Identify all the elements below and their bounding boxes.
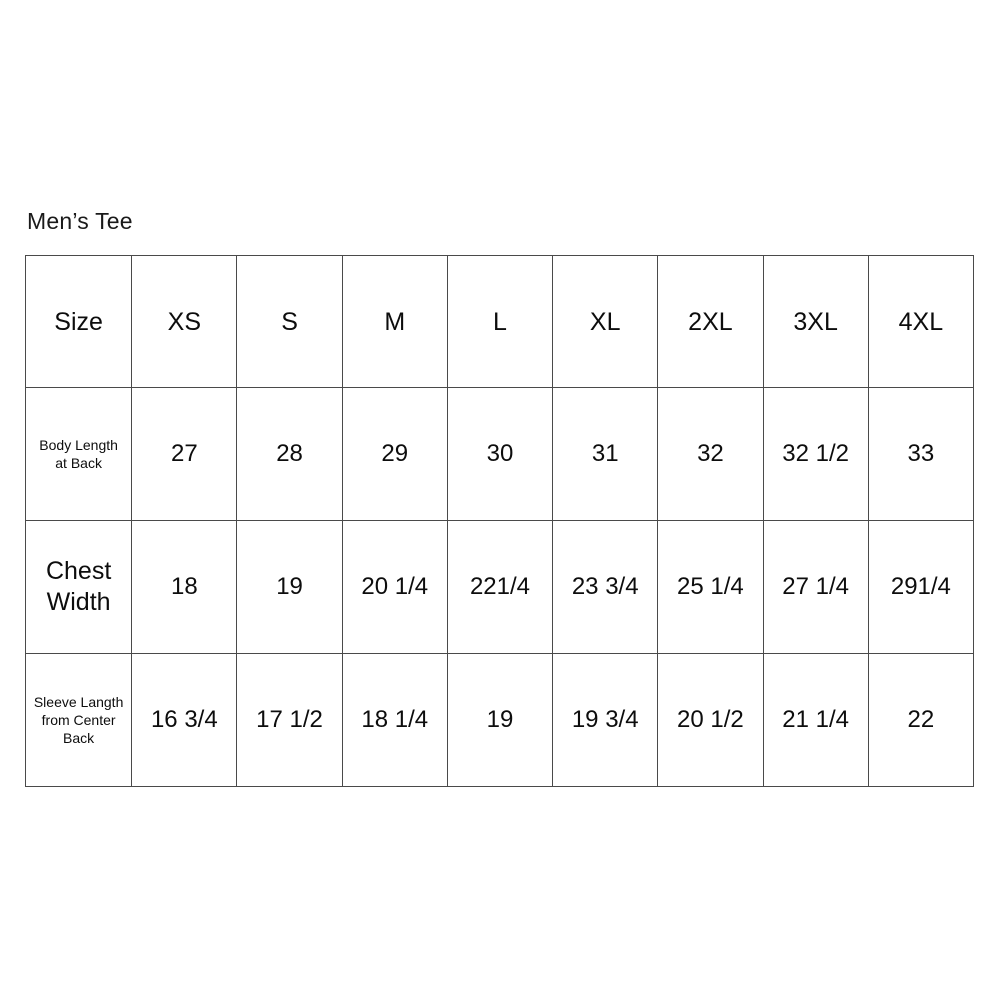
cell-body-length-4xl: 33 [867,387,975,521]
row-label-sleeve-length: Sleeve Langth from Center Back [24,653,133,787]
cell-chest-width-xl: 23 3/4 [552,520,659,654]
table-header-row: Size XS S M L XL 2XL 3XL 4XL [24,255,975,388]
header-cell-s: S [236,255,343,388]
table-row: Sleeve Langth from Center Back 16 3/4 17… [24,653,975,787]
cell-body-length-l: 30 [446,387,554,521]
cell-body-length-xl: 31 [552,387,659,521]
row-label-line: at Back [55,455,102,471]
cell-sleeve-length-l: 19 [446,653,554,787]
table-row: Body Length at Back 27 28 29 30 31 32 32… [24,387,975,521]
header-cell-size: Size [24,255,133,388]
row-label-body-length: Body Length at Back [24,387,133,521]
header-cell-3xl: 3XL [762,255,869,388]
cell-chest-width-m: 20 1/4 [341,520,448,654]
row-label-line: Chest [45,557,112,585]
row-label-chest-width: Chest Width [24,520,133,654]
size-chart-container: Men’s Tee Size XS S M L XL 2XL 3XL 4XL B… [24,206,975,787]
cell-sleeve-length-m: 18 1/4 [341,653,448,787]
cell-chest-width-3xl: 27 1/4 [762,520,869,654]
header-cell-xl: XL [552,255,659,388]
row-label-line: Body Length [39,437,118,453]
header-cell-xs: XS [131,255,238,388]
cell-body-length-2xl: 32 [657,387,764,521]
header-cell-m: M [341,255,448,388]
cell-chest-width-l: 221/4 [446,520,554,654]
cell-chest-width-2xl: 25 1/4 [657,520,764,654]
cell-sleeve-length-4xl: 22 [867,653,975,787]
cell-body-length-xs: 27 [131,387,238,521]
row-label-line: from Center [41,712,116,728]
header-cell-l: L [446,255,554,388]
cell-body-length-s: 28 [236,387,343,521]
row-label-line: Width [46,588,111,616]
header-cell-2xl: 2XL [657,255,764,388]
cell-sleeve-length-2xl: 20 1/2 [657,653,764,787]
cell-body-length-3xl: 32 1/2 [762,387,869,521]
cell-chest-width-xs: 18 [131,520,238,654]
row-label-line: Back [63,730,95,746]
cell-sleeve-length-s: 17 1/2 [236,653,343,787]
page-title: Men’s Tee [27,208,133,234]
cell-chest-width-s: 19 [236,520,343,654]
cell-sleeve-length-xl: 19 3/4 [552,653,659,787]
header-cell-4xl: 4XL [867,255,975,388]
cell-sleeve-length-3xl: 21 1/4 [762,653,869,787]
size-chart-table: Size XS S M L XL 2XL 3XL 4XL Body Length… [24,255,975,787]
table-row: Chest Width 18 19 20 1/4 221/4 23 3/4 25… [24,520,975,654]
cell-chest-width-4xl: 291/4 [867,520,975,654]
cell-sleeve-length-xs: 16 3/4 [131,653,238,787]
cell-body-length-m: 29 [341,387,448,521]
row-label-line: Sleeve Langth [33,694,124,710]
